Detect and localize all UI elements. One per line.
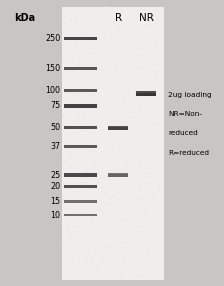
Bar (108, 173, 128, 177)
Text: 150: 150 (45, 64, 60, 73)
Bar (64, 145, 97, 148)
Text: 100: 100 (45, 86, 60, 95)
Text: 10: 10 (50, 210, 60, 220)
Bar (64, 37, 97, 40)
Text: NR: NR (139, 13, 153, 23)
Bar (64, 89, 97, 92)
Text: 50: 50 (50, 123, 60, 132)
Text: 20: 20 (50, 182, 60, 191)
Text: reduced: reduced (168, 130, 198, 136)
Text: NR=Non-: NR=Non- (168, 111, 202, 117)
Bar (64, 126, 97, 129)
Bar (64, 200, 97, 203)
Text: 37: 37 (50, 142, 60, 151)
Bar (64, 173, 97, 177)
Bar (108, 126, 128, 127)
Text: 2ug loading: 2ug loading (168, 92, 212, 98)
Text: R=reduced: R=reduced (168, 150, 209, 156)
Text: R: R (115, 13, 122, 23)
Bar (64, 214, 97, 216)
Bar (62, 7, 164, 280)
Bar (108, 126, 128, 130)
Bar (108, 173, 128, 174)
Bar (64, 67, 97, 70)
Text: 15: 15 (50, 197, 60, 206)
Bar (64, 104, 97, 108)
Text: 250: 250 (45, 34, 60, 43)
Text: 75: 75 (50, 101, 60, 110)
Text: kDa: kDa (15, 13, 36, 23)
Bar (64, 185, 97, 188)
Bar (136, 91, 156, 92)
Bar (136, 91, 156, 96)
Text: 25: 25 (50, 170, 60, 180)
